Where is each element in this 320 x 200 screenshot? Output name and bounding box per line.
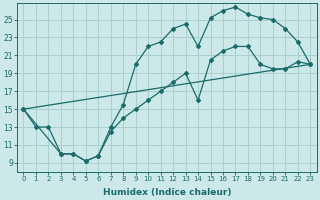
X-axis label: Humidex (Indice chaleur): Humidex (Indice chaleur)	[103, 188, 231, 197]
